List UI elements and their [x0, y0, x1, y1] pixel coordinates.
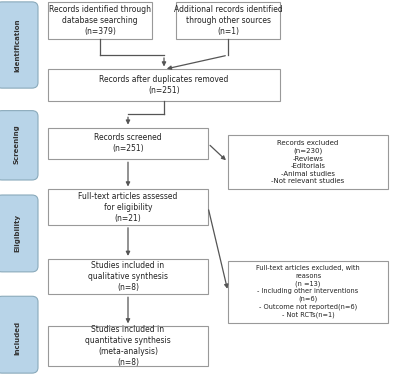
Text: Included: Included	[14, 320, 20, 355]
FancyBboxPatch shape	[228, 135, 388, 189]
FancyBboxPatch shape	[0, 2, 38, 88]
FancyBboxPatch shape	[48, 69, 280, 101]
FancyBboxPatch shape	[48, 189, 208, 225]
FancyBboxPatch shape	[48, 2, 152, 39]
Text: Records identified through
database searching
(n=379): Records identified through database sear…	[49, 5, 151, 36]
FancyBboxPatch shape	[0, 195, 38, 272]
Text: Full-text articles assessed
for eligibility
(n=21): Full-text articles assessed for eligibil…	[78, 192, 178, 223]
FancyBboxPatch shape	[48, 326, 208, 366]
Text: Studies included in
qualitative synthesis
(n=8): Studies included in qualitative synthesi…	[88, 261, 168, 292]
Text: Studies included in
quantitative synthesis
(meta-analysis)
(n=8): Studies included in quantitative synthes…	[85, 325, 171, 367]
Text: Records excluded
(n=230)
-Reviews
-Editorials
-Animal studies
-Not relevant stud: Records excluded (n=230) -Reviews -Edito…	[271, 140, 345, 184]
FancyBboxPatch shape	[48, 128, 208, 159]
Text: Eligibility: Eligibility	[14, 213, 20, 252]
FancyBboxPatch shape	[48, 259, 208, 294]
Text: Records screened
(n=251): Records screened (n=251)	[94, 134, 162, 153]
Text: Screening: Screening	[14, 124, 20, 164]
FancyBboxPatch shape	[228, 261, 388, 322]
FancyBboxPatch shape	[0, 111, 38, 180]
Text: Identification: Identification	[14, 18, 20, 72]
Text: Additional records identified
through other sources
(n=1): Additional records identified through ot…	[174, 5, 282, 36]
FancyBboxPatch shape	[0, 296, 38, 373]
FancyBboxPatch shape	[176, 2, 280, 39]
Text: Records after duplicates removed
(n=251): Records after duplicates removed (n=251)	[99, 75, 229, 95]
Text: Full-text articles excluded, with
reasons
(n =13)
- Including other intervention: Full-text articles excluded, with reason…	[256, 265, 360, 318]
